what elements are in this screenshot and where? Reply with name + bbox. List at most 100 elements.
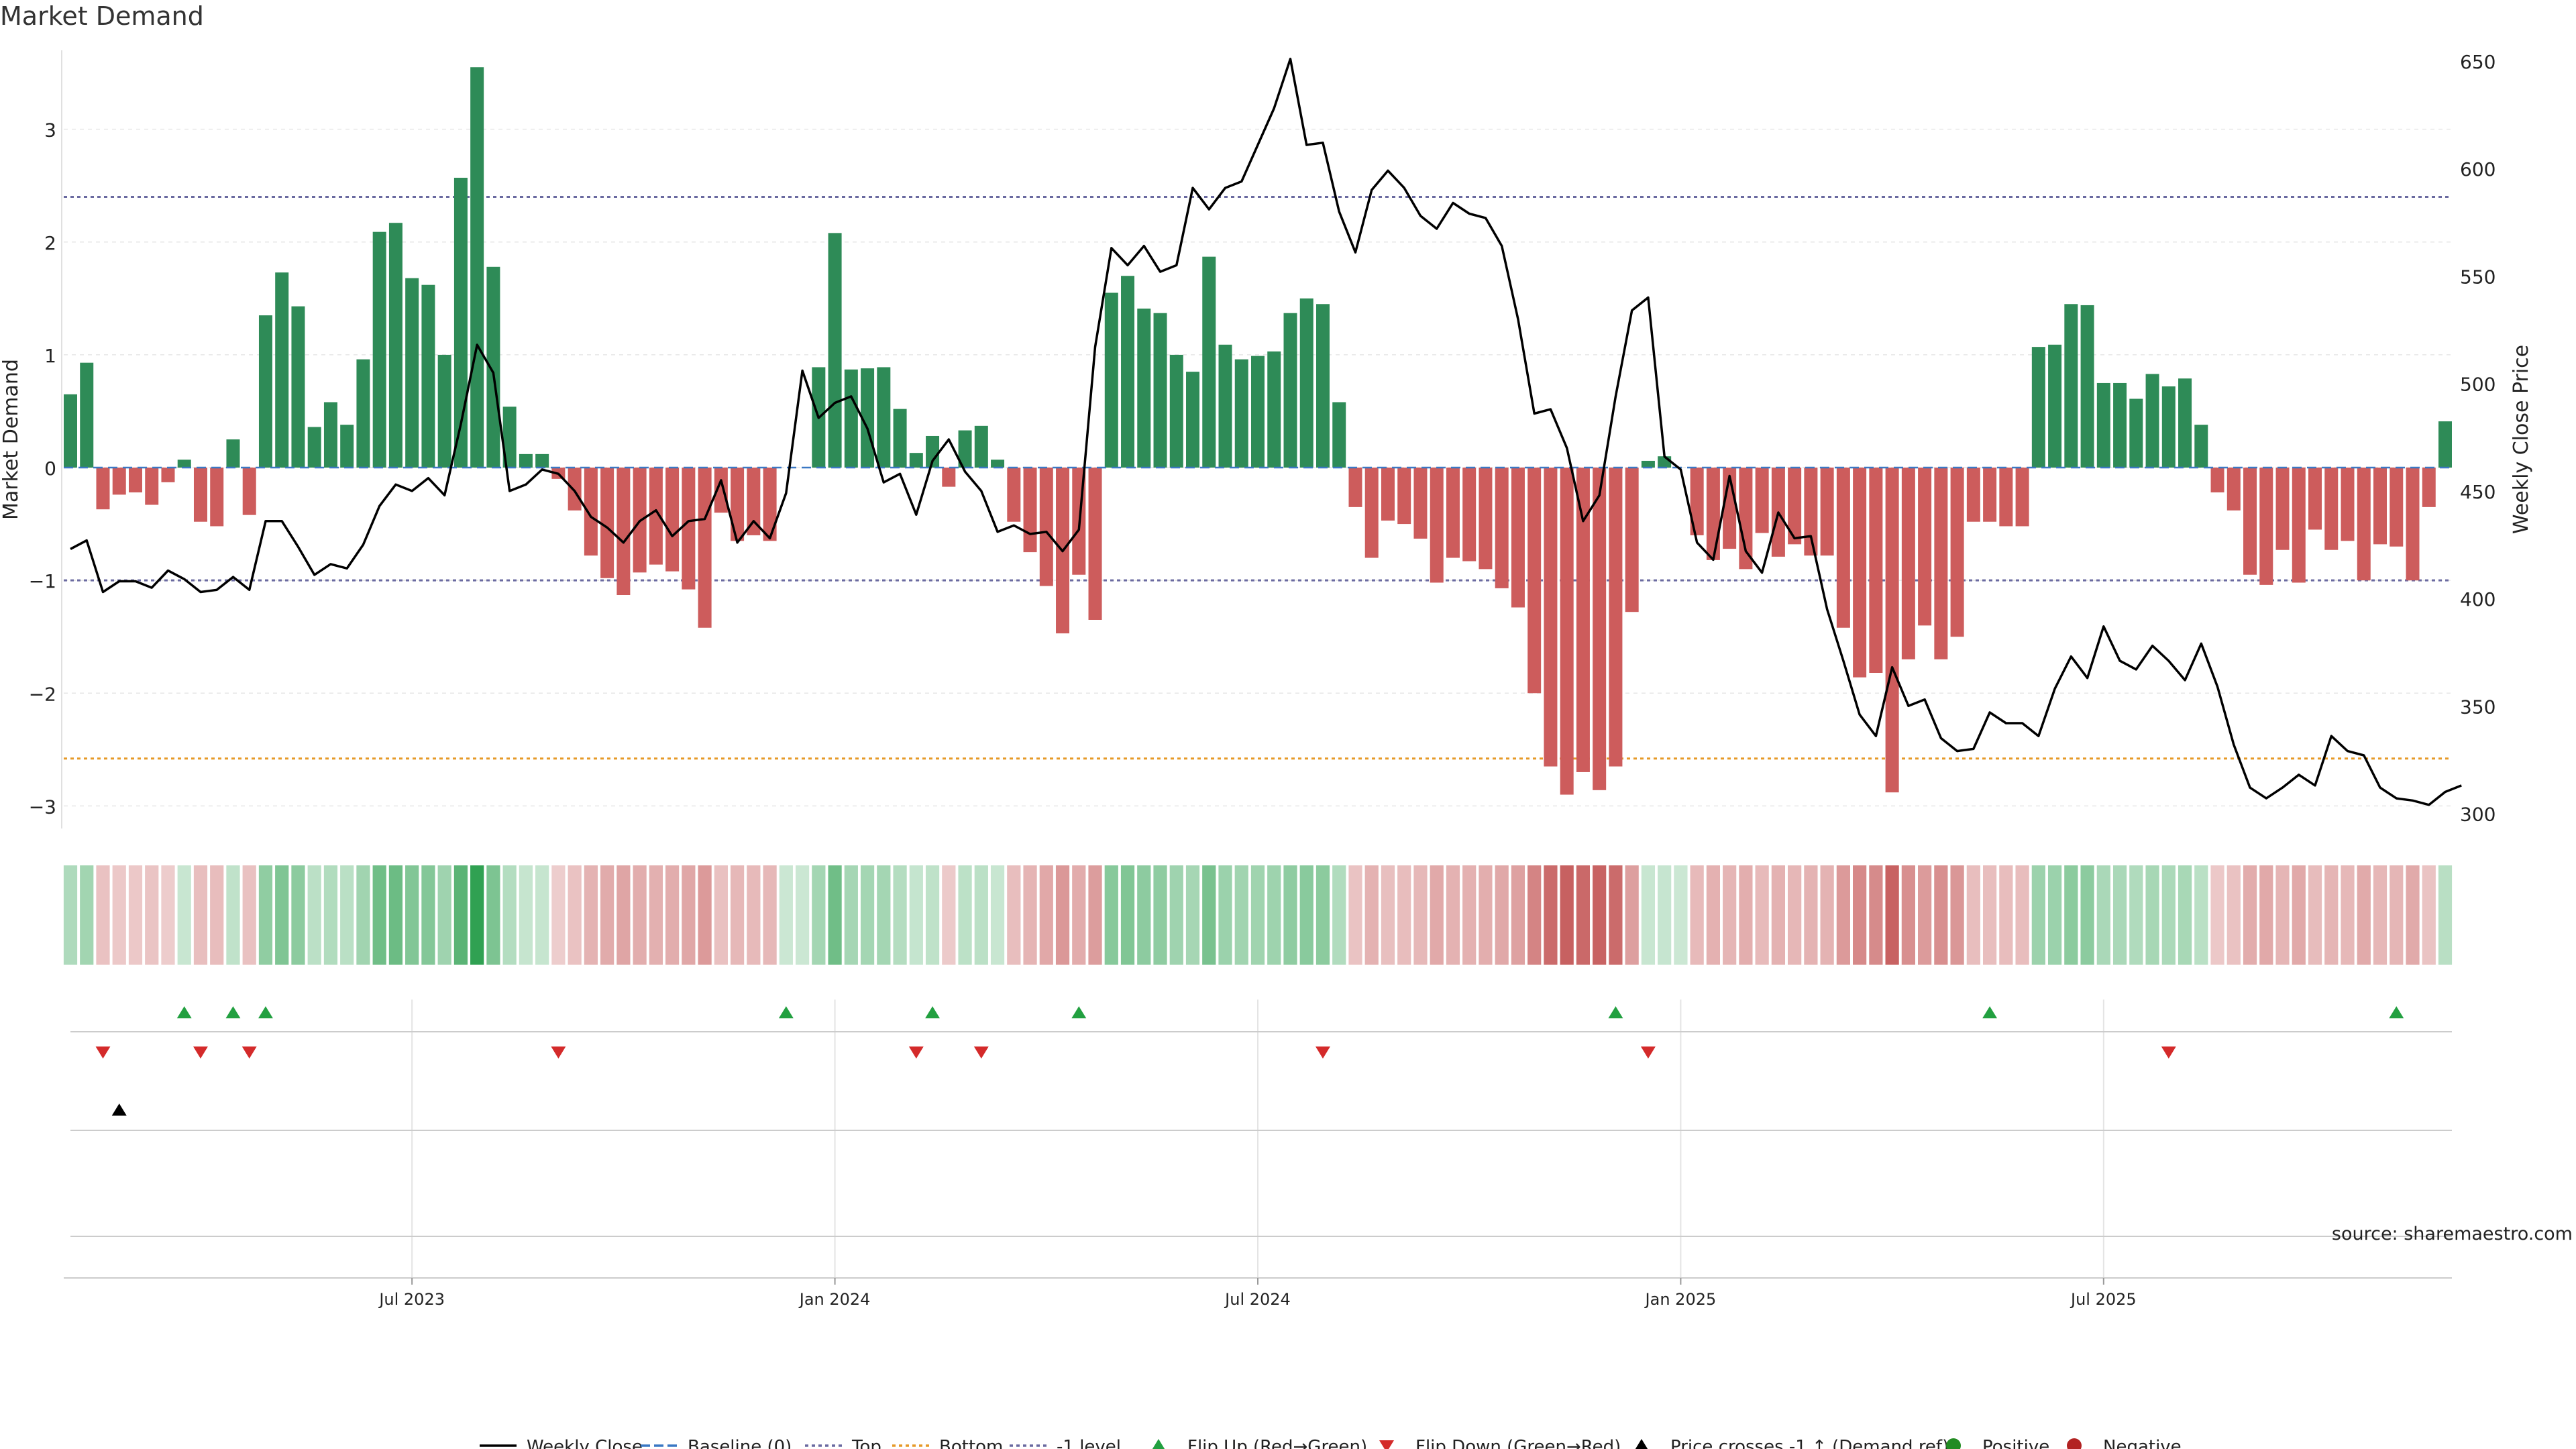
heat-strip-cell	[909, 865, 923, 965]
heat-strip-cell	[372, 865, 386, 965]
y-tick-label: −2	[29, 683, 56, 705]
demand-bar	[1576, 468, 1590, 772]
legend-label: Top	[851, 1437, 881, 1449]
heat-strip-cell	[1788, 865, 1802, 965]
heat-strip-cell	[519, 865, 533, 965]
demand-bar	[2308, 468, 2322, 530]
heat-strip-cell	[470, 865, 484, 965]
heat-strip-cell	[1966, 865, 1980, 965]
demand-bar	[877, 367, 891, 468]
heat-strip-cell	[958, 865, 972, 965]
heat-strip-cell	[177, 865, 191, 965]
demand-bar	[502, 407, 517, 468]
heat-strip-cell	[795, 865, 810, 965]
heat-strip-cell	[877, 865, 891, 965]
demand-bar	[1202, 256, 1216, 468]
x-tick-label: Jul 2024	[1224, 1290, 1291, 1309]
heat-strip-cell	[633, 865, 647, 965]
heat-strip-cell	[356, 865, 370, 965]
demand-bar	[1299, 298, 1313, 468]
demand-bar	[649, 468, 663, 565]
flip-down-marker	[193, 1046, 208, 1059]
heat-strip-cell	[1283, 865, 1297, 965]
demand-bar	[161, 468, 175, 482]
demand-bar	[1218, 344, 1232, 468]
heat-strip-cell	[1820, 865, 1834, 965]
flip-up-marker	[176, 1006, 192, 1018]
demand-bar	[1332, 402, 1346, 468]
heat-strip-cell	[828, 865, 842, 965]
demand-bar	[926, 435, 940, 468]
legend-label: Baseline (0)	[688, 1437, 792, 1449]
flip-up-marker	[778, 1006, 794, 1018]
heat-strip-cell	[2096, 865, 2110, 965]
heat-strip-cell	[1999, 865, 2013, 965]
heat-strip-cell	[1690, 865, 1704, 965]
demand-bar	[1413, 468, 1428, 539]
triangle-up-icon	[1152, 1439, 1165, 1449]
demand-bar	[1966, 468, 1980, 522]
heat-strip-cell	[714, 865, 728, 965]
demand-bar	[2390, 468, 2404, 547]
heat-strip-cell	[2341, 865, 2355, 965]
demand-bar	[909, 453, 923, 468]
heat-strip-cell	[1364, 865, 1379, 965]
demand-bar	[2015, 468, 2029, 527]
demand-bar	[1446, 468, 1460, 558]
legend-label: Negative	[2103, 1437, 2182, 1449]
flip-down-marker	[1315, 1046, 1330, 1059]
legend-item: -1 level	[1010, 1437, 1121, 1449]
demand-bar	[1088, 468, 1102, 620]
heat-strip-cell	[568, 865, 582, 965]
demand-bar	[1788, 468, 1802, 545]
heat-strip-cell	[1120, 865, 1135, 965]
chart-title: Market Demand	[0, 1, 204, 31]
heat-strip-cell	[453, 865, 468, 965]
demand-bar	[2048, 344, 2062, 468]
legend-label: Positive	[1982, 1437, 2049, 1449]
demand-bar	[1934, 468, 1948, 659]
demand-bar	[1950, 468, 1964, 637]
heat-strip-cell	[551, 865, 566, 965]
demand-bar	[1104, 292, 1118, 468]
heat-strip-cell	[1218, 865, 1232, 965]
flip-down-marker	[973, 1046, 989, 1059]
demand-bar	[714, 468, 728, 513]
y-tick-label: 3	[44, 119, 56, 142]
heat-strip-cell	[893, 865, 907, 965]
heat-strip-cell	[1039, 865, 1053, 965]
heat-strip-cell	[812, 865, 826, 965]
demand-bar	[210, 468, 224, 527]
heat-strip-cell	[502, 865, 517, 965]
heat-strip-cell	[1104, 865, 1118, 965]
demand-bar	[991, 460, 1005, 468]
flip-up-marker	[1071, 1006, 1087, 1018]
demand-bar	[372, 231, 386, 468]
demand-bar	[1804, 468, 1818, 556]
heat-strip-cell	[1609, 865, 1623, 965]
y-tick-label: −1	[29, 570, 56, 592]
heat-strip-cell	[486, 865, 500, 965]
demand-bar	[275, 272, 289, 468]
heat-strip-cell	[1153, 865, 1167, 965]
heat-strip-cell	[649, 865, 663, 965]
demand-bar	[1121, 276, 1135, 468]
heat-strip-cell	[2064, 865, 2078, 965]
heat-strip-cell	[2422, 865, 2436, 965]
heat-strip-cell	[682, 865, 696, 965]
heat-strip-cell	[210, 865, 224, 965]
heat-strip-cell	[942, 865, 956, 965]
heat-strip-cell	[2210, 865, 2224, 965]
demand-bar	[1039, 468, 1053, 586]
heat-strip-cell	[1560, 865, 1574, 965]
heat-strip-cell	[2047, 865, 2062, 965]
legend-item: Positive	[1946, 1437, 2049, 1449]
flip-down-marker	[241, 1046, 257, 1059]
demand-bar	[2178, 378, 2192, 468]
demand-bar	[1137, 308, 1151, 468]
heat-strip-cell	[1055, 865, 1070, 965]
demand-bar	[1364, 468, 1379, 558]
legend-label: Weekly Close	[527, 1437, 643, 1449]
demand-bar	[1495, 468, 1509, 588]
demand-bar	[682, 468, 696, 590]
